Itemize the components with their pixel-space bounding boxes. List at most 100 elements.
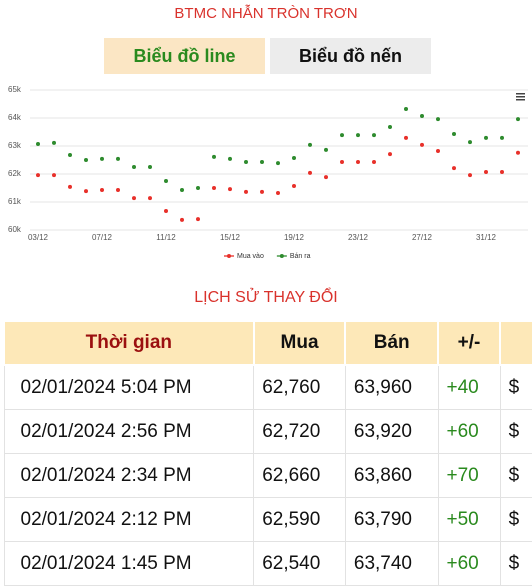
cell: 62,760 [253, 364, 346, 410]
cell: $ [499, 497, 532, 542]
cell: 63,960 [344, 364, 439, 410]
cell: 63,790 [344, 497, 439, 542]
x-tick-label: 07/12 [92, 233, 113, 242]
point [484, 135, 488, 140]
cell: +60 [437, 541, 501, 586]
chart: 60k 61k 62k 63k 64k 65k 03/12 07/12 11/12 15/12 19… [8, 85, 528, 260]
point [244, 189, 248, 194]
cell: 63,920 [344, 409, 439, 454]
point [212, 154, 216, 159]
point [148, 196, 152, 201]
x-tick-label: 19/12 [284, 233, 305, 242]
point [212, 186, 216, 190]
legend-label: Mua vào [237, 253, 264, 260]
point [308, 142, 312, 147]
point [292, 156, 296, 161]
point [484, 170, 488, 175]
point [132, 165, 136, 169]
point [324, 147, 328, 152]
column-header: Bán [344, 320, 439, 366]
cell: +50 [437, 497, 501, 542]
point [516, 117, 520, 122]
cell: +60 [437, 409, 501, 454]
point [244, 159, 248, 164]
cell: +70 [437, 453, 501, 498]
point [52, 140, 56, 145]
point [36, 142, 40, 147]
tab-candle[interactable]: Biểu đồ nến [270, 38, 431, 74]
x-tick-label: 03/12 [28, 233, 49, 242]
y-tick-label: 65k [8, 85, 22, 94]
point [180, 187, 184, 192]
history-title: LỊCH SỬ THAY ĐỔI [194, 289, 338, 306]
point [420, 142, 424, 147]
cell: 02/01/2024 5:04 PM [3, 364, 255, 410]
cell: +40 [437, 364, 501, 410]
cell: 62,540 [253, 541, 346, 586]
point [388, 124, 392, 129]
point [324, 175, 328, 180]
point [276, 161, 280, 166]
x-tick-label: 27/12 [412, 233, 433, 242]
point [404, 107, 408, 112]
point [116, 156, 120, 161]
column-header: +/- [436, 320, 502, 366]
y-tick-label: 63k [8, 141, 22, 150]
point [308, 170, 312, 175]
history-row: 02/01/2024 5:04 PM 62,760 63,960 +40 $ [3, 364, 532, 410]
point [68, 184, 72, 189]
column-header: Mua [252, 320, 347, 366]
point [372, 159, 376, 164]
point [468, 173, 472, 178]
cell: 02/01/2024 2:34 PM [3, 453, 255, 498]
point [356, 133, 360, 138]
point [516, 150, 520, 155]
cell: 02/01/2024 1:45 PM [3, 541, 255, 586]
point [468, 140, 472, 145]
point [52, 173, 56, 178]
point [356, 159, 360, 164]
point [340, 133, 344, 138]
point [36, 173, 40, 178]
point [276, 191, 280, 196]
point [452, 131, 456, 136]
legend-marker [227, 254, 231, 258]
point [68, 152, 72, 157]
tab-line[interactable]: Biểu đồ line [104, 38, 265, 74]
point [148, 165, 152, 169]
x-tick-label: 31/12 [476, 233, 497, 242]
point [180, 217, 184, 222]
point [420, 114, 424, 119]
cell: 63,860 [344, 453, 439, 498]
legend-item: Bán ra [276, 253, 311, 260]
y-tick-label: 62k [8, 169, 22, 178]
cell: $ [499, 453, 532, 498]
point [388, 152, 392, 157]
legend-label: Bán ra [290, 253, 311, 260]
legend-item: Mua vào [224, 253, 264, 260]
x-tick-label: 11/12 [156, 233, 176, 242]
point [196, 217, 200, 222]
history-row: 02/01/2024 1:45 PM 62,540 63,740 +60 $ [3, 541, 532, 586]
point [372, 133, 376, 138]
history-row: 02/01/2024 2:34 PM 62,660 63,860 +70 $ [3, 453, 532, 498]
point [228, 187, 232, 192]
cell: 62,660 [253, 453, 346, 498]
history-table: Thời gian Mua Bán +/- 02/01/2024 5:04 PM 62,7… [3, 320, 532, 586]
history-row: 02/01/2024 2:12 PM 62,590 63,790 +50 $ [3, 497, 532, 542]
point [452, 166, 456, 171]
column-header [499, 320, 532, 366]
point [500, 135, 504, 140]
cell: 02/01/2024 2:56 PM [3, 409, 255, 454]
x-tick-label: 15/12 [220, 233, 241, 242]
cell: 62,590 [253, 497, 346, 542]
point [292, 184, 296, 189]
history-row: 02/01/2024 2:56 PM 62,720 63,920 +60 $ [3, 409, 532, 454]
point [100, 187, 104, 192]
cell: 62,720 [253, 409, 346, 454]
y-tick-label: 60k [8, 225, 22, 234]
menu-icon[interactable] [516, 93, 525, 101]
cell: $ [499, 364, 532, 410]
cell: 63,740 [344, 541, 439, 586]
